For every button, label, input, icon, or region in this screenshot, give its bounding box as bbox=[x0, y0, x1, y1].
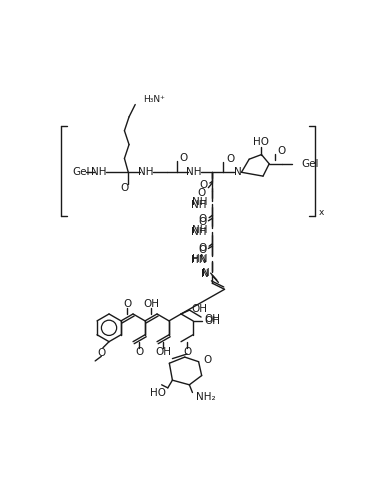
Text: HO: HO bbox=[253, 137, 269, 147]
Text: O: O bbox=[97, 348, 105, 358]
Text: NH: NH bbox=[186, 167, 202, 177]
Text: NH₂: NH₂ bbox=[196, 392, 215, 402]
Text: N: N bbox=[234, 167, 241, 177]
Text: O: O bbox=[226, 154, 234, 164]
Text: NH: NH bbox=[138, 167, 154, 177]
Text: NH: NH bbox=[192, 225, 208, 235]
Text: HN: HN bbox=[191, 255, 207, 265]
Text: OH: OH bbox=[205, 316, 221, 326]
Text: NH: NH bbox=[191, 227, 207, 237]
Text: OH: OH bbox=[192, 304, 208, 314]
Text: N: N bbox=[201, 269, 209, 279]
Text: O: O bbox=[120, 183, 129, 192]
Text: HO: HO bbox=[150, 387, 166, 398]
Text: O: O bbox=[203, 355, 211, 365]
Text: O: O bbox=[278, 146, 286, 156]
Text: OH: OH bbox=[155, 347, 171, 357]
Text: O: O bbox=[199, 214, 207, 224]
Text: O: O bbox=[197, 188, 205, 198]
Text: NH: NH bbox=[192, 196, 208, 207]
Text: O: O bbox=[199, 217, 207, 227]
Text: O: O bbox=[180, 153, 188, 163]
Text: N: N bbox=[202, 268, 210, 278]
Text: NH: NH bbox=[91, 167, 107, 177]
Text: O: O bbox=[183, 347, 191, 357]
Text: O: O bbox=[135, 347, 143, 357]
Text: OH: OH bbox=[204, 313, 220, 324]
Text: O: O bbox=[123, 299, 131, 309]
Text: x: x bbox=[319, 208, 324, 217]
Text: H₃N⁺: H₃N⁺ bbox=[143, 95, 165, 104]
Text: O: O bbox=[199, 245, 207, 255]
Text: O: O bbox=[199, 180, 208, 191]
Text: Gel: Gel bbox=[302, 159, 319, 169]
Text: OH: OH bbox=[143, 299, 159, 309]
Text: Gel: Gel bbox=[73, 167, 90, 177]
Text: NH: NH bbox=[191, 200, 207, 209]
Text: HN: HN bbox=[192, 254, 208, 263]
Text: O: O bbox=[199, 243, 207, 253]
